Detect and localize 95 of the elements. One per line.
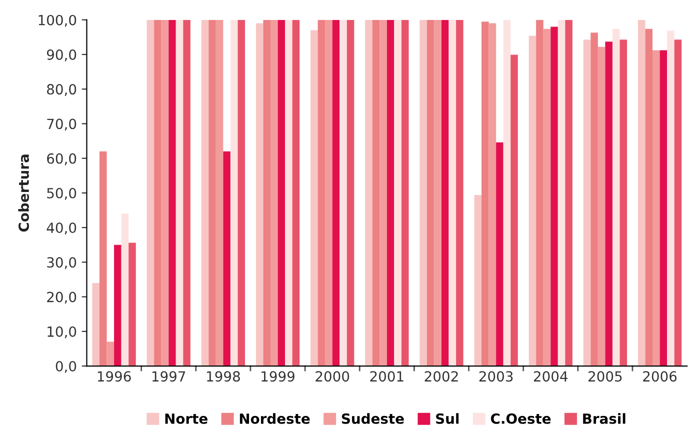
bar	[558, 20, 566, 366]
bar	[114, 244, 122, 366]
x-tick-label: 1998	[207, 371, 240, 382]
bar	[183, 20, 190, 366]
bar	[612, 28, 620, 366]
bar	[420, 20, 427, 366]
bar	[503, 20, 511, 366]
x-tick-label: 2003	[479, 371, 513, 382]
bar	[340, 20, 347, 366]
bar	[365, 20, 372, 366]
bar	[510, 54, 518, 366]
bar	[605, 42, 612, 366]
bar	[598, 46, 606, 366]
bar	[92, 282, 100, 366]
bar	[496, 142, 504, 366]
bar	[216, 20, 224, 366]
legend-label: Norte	[165, 414, 208, 424]
legend-label: C.Oeste	[490, 413, 551, 424]
bar	[238, 20, 246, 366]
y-tick-label: 10,0	[48, 326, 76, 338]
bar	[121, 214, 129, 366]
bar	[318, 20, 326, 366]
bar	[448, 20, 456, 366]
bar	[278, 20, 286, 366]
bar	[674, 40, 682, 366]
x-tick-label: 1997	[152, 371, 186, 382]
bar	[660, 50, 668, 366]
bar	[456, 20, 464, 366]
legend-label: Sudeste	[342, 413, 404, 424]
y-tick-label: 20,0	[47, 292, 76, 304]
bar	[528, 36, 536, 366]
bar	[386, 20, 394, 366]
bar	[176, 20, 184, 366]
bar	[346, 20, 354, 366]
bar	[270, 20, 278, 366]
bar	[426, 20, 434, 366]
bar	[583, 40, 591, 366]
legend-label: Sul	[436, 413, 459, 424]
bar	[401, 20, 409, 366]
x-tick-label: 2004	[534, 371, 568, 382]
bar	[106, 342, 114, 366]
bar	[263, 20, 270, 366]
bar	[292, 20, 300, 366]
x-tick-label: 2006	[643, 371, 677, 382]
bar	[550, 26, 558, 366]
bar	[543, 28, 551, 366]
bar	[565, 20, 572, 366]
bar	[256, 23, 264, 366]
bar	[441, 20, 449, 366]
bar	[645, 28, 652, 366]
y-tick-label: 40,0	[46, 222, 76, 234]
x-tick-label: 2002	[424, 371, 458, 382]
bar	[285, 20, 292, 366]
bar	[128, 242, 136, 366]
legend-label: Brasil	[583, 413, 626, 424]
bar	[325, 20, 332, 366]
bar	[161, 20, 169, 366]
x-tick-label: 1996	[98, 371, 131, 382]
bar	[230, 20, 238, 366]
y-tick-label: 80,0	[47, 84, 76, 96]
y-tick-label: 30,0	[47, 257, 76, 270]
bar	[310, 30, 318, 366]
bar	[99, 151, 107, 366]
bar	[667, 30, 674, 366]
y-tick-label: 0,0	[56, 361, 76, 373]
bar	[652, 50, 660, 366]
bar	[488, 23, 496, 366]
bar	[201, 20, 209, 366]
legend-label: Nordeste	[240, 413, 310, 424]
bar	[332, 20, 340, 366]
y-tick-label: 60,0	[47, 153, 76, 166]
y-tick-label: 70,0	[47, 118, 76, 131]
bar	[474, 195, 482, 366]
bar	[154, 20, 162, 366]
y-tick-label: 90,0	[46, 49, 76, 62]
bar	[620, 40, 628, 366]
bar	[168, 20, 176, 366]
x-tick-label: 2000	[316, 371, 350, 382]
bar	[372, 20, 380, 366]
bar	[394, 20, 402, 366]
bar	[223, 151, 230, 366]
y-tick-label: 100,0	[38, 14, 76, 27]
bar	[208, 20, 216, 366]
x-tick-label: 2001	[370, 371, 404, 382]
bar	[146, 20, 154, 366]
bar	[482, 22, 489, 366]
x-tick-label: 1999	[262, 371, 294, 382]
bar	[434, 20, 442, 366]
y-axis-title: Cobertura	[18, 154, 30, 232]
bar	[380, 20, 387, 366]
y-tick-label: 50,0	[47, 188, 76, 200]
bar	[536, 20, 544, 366]
x-tick-label: 2005	[588, 371, 622, 382]
bar	[590, 32, 598, 366]
bar	[638, 20, 646, 366]
